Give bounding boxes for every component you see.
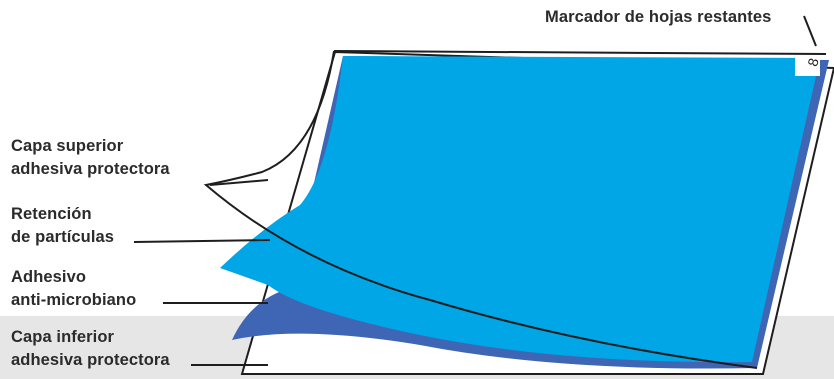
top-layer-leader-line bbox=[209, 179, 269, 186]
marker-number: 8 bbox=[804, 56, 822, 68]
adhesive-label-line1: Adhesivo bbox=[11, 268, 87, 286]
top-layer-label-line2: adhesiva protectora bbox=[11, 160, 170, 178]
retention-label-line2: de partículas bbox=[11, 228, 115, 246]
top-film-edge bbox=[333, 50, 827, 55]
remaining-sheets-marker-label: Marcador de hojas restantes bbox=[545, 6, 771, 29]
bottom-layer-label: Capa inferior adhesiva protectora bbox=[11, 326, 170, 372]
adhesive-label-line2: anti-microbiano bbox=[11, 291, 137, 309]
adhesive-label: Adhesivo anti-microbiano bbox=[11, 266, 136, 312]
marker-label-text: Marcador de hojas restantes bbox=[545, 8, 772, 26]
top-layer-label: Capa superior adhesiva protectora bbox=[11, 135, 170, 181]
bottom-layer-label-line1: Capa inferior bbox=[11, 328, 115, 346]
top-layer-label-line1: Capa superior bbox=[11, 137, 124, 155]
marker-tab bbox=[795, 56, 820, 76]
retention-label-line1: Retención bbox=[11, 205, 92, 223]
retention-sheet bbox=[220, 56, 820, 363]
retention-label: Retención de partículas bbox=[11, 203, 114, 249]
marker-leader-line bbox=[803, 15, 817, 47]
top-film-outline bbox=[203, 50, 758, 369]
bottom-layer-label-line2: adhesiva protectora bbox=[11, 351, 170, 369]
retention-leader-line bbox=[133, 239, 271, 243]
